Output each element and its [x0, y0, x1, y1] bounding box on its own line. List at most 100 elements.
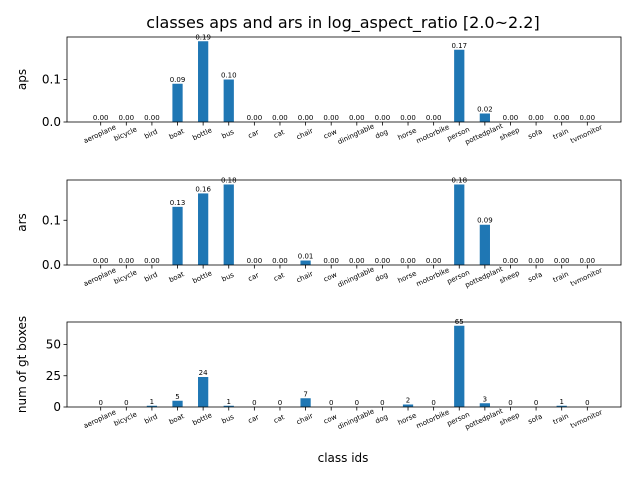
x-tick-label-chair: chair	[295, 270, 314, 285]
y-axis-label: aps	[15, 69, 29, 90]
y-tick-label: 0.1	[42, 213, 61, 227]
bar-train	[556, 405, 567, 407]
data-label-chair: 0.00	[298, 114, 314, 122]
x-axis-label: class ids	[318, 451, 369, 465]
data-label-cat: 0.00	[272, 257, 288, 265]
data-label-bird: 1	[150, 398, 154, 406]
bar-bus	[223, 405, 234, 407]
x-tick-label-sofa: sofa	[527, 270, 544, 283]
x-tick-label-bottle: bottle	[191, 269, 213, 285]
x-tick-label-car: car	[247, 413, 260, 425]
x-tick-label-boat: boat	[168, 412, 186, 426]
x-tick-label-bus: bus	[221, 128, 236, 141]
bar-person	[454, 184, 465, 265]
bar-boat	[172, 83, 183, 122]
bar-horse	[402, 404, 414, 407]
data-label-person: 0.18	[451, 176, 467, 184]
y-axis-label: num of gt boxes	[15, 316, 29, 413]
data-label-train: 0.00	[554, 257, 570, 265]
bar-pottedplant	[479, 113, 490, 122]
data-label-bicycle: 0.00	[119, 114, 135, 122]
x-tick-label-bottle: bottle	[191, 411, 213, 427]
data-label-sofa: 0.00	[528, 114, 544, 122]
data-label-horse: 2	[406, 397, 410, 405]
y-tick-label: 50	[46, 338, 61, 352]
data-label-bird: 0.00	[144, 257, 160, 265]
data-label-horse: 0.00	[400, 114, 416, 122]
data-label-dog: 0	[380, 399, 384, 407]
bar-pottedplant	[479, 403, 490, 407]
bar-bottle	[198, 41, 209, 122]
x-tick-label-bicycle: bicycle	[113, 125, 139, 143]
data-label-boat: 0.13	[170, 199, 186, 207]
x-tick-label-bird: bird	[143, 413, 159, 426]
x-tick-label-cat: cat	[273, 128, 286, 140]
x-tick-label-train: train	[552, 127, 570, 141]
bar-person	[454, 325, 465, 407]
data-label-sofa: 0.00	[528, 257, 544, 265]
x-tick-label-dog: dog	[374, 128, 389, 141]
x-tick-label-bus: bus	[221, 271, 236, 284]
data-label-pottedplant: 3	[483, 395, 487, 403]
data-label-bus: 1	[227, 398, 231, 406]
x-tick-label-dog: dog	[374, 271, 389, 284]
x-tick-label-motorbike: motorbike	[415, 266, 451, 288]
x-tick-label-chair: chair	[295, 127, 314, 142]
data-label-chair: 7	[303, 390, 307, 398]
y-tick-label: 0.0	[42, 258, 61, 272]
x-tick-label-bottle: bottle	[191, 126, 213, 142]
x-tick-label-train: train	[552, 412, 570, 426]
data-label-boat: 0.09	[170, 76, 186, 84]
x-tick-label-aeroplane: aeroplane	[82, 408, 117, 430]
data-label-train: 1	[559, 398, 563, 406]
x-tick-label-car: car	[247, 271, 260, 283]
x-tick-label-cat: cat	[273, 271, 286, 283]
bar-boat	[172, 400, 183, 407]
data-label-cow: 0.00	[323, 257, 339, 265]
x-tick-label-train: train	[552, 270, 570, 284]
bar-pottedplant	[479, 224, 490, 265]
data-label-aeroplane: 0	[98, 399, 102, 407]
x-tick-label-bird: bird	[143, 128, 159, 141]
bar-bus	[223, 79, 234, 122]
data-label-bicycle: 0	[124, 399, 128, 407]
data-label-pottedplant: 0.09	[477, 217, 493, 225]
x-tick-label-chair: chair	[295, 412, 314, 427]
bar-bird	[146, 405, 158, 407]
data-label-aeroplane: 0.00	[93, 257, 109, 265]
y-tick-label: 0.0	[42, 115, 61, 129]
data-label-pottedplant: 0.02	[477, 106, 493, 114]
axes-frame	[66, 179, 622, 266]
x-tick-label-horse: horse	[397, 411, 418, 427]
x-tick-label-tvmonitor: tvmonitor	[569, 123, 604, 145]
x-tick-label-bus: bus	[221, 413, 236, 426]
x-tick-label-boat: boat	[168, 127, 186, 141]
chart-title: classes aps and ars in log_aspect_ratio …	[146, 13, 539, 33]
x-tick-label-diningtable: diningtable	[336, 407, 375, 431]
data-label-car: 0	[252, 399, 256, 407]
data-label-cat: 0.00	[272, 114, 288, 122]
data-label-bus: 0.18	[221, 176, 237, 184]
x-tick-label-boat: boat	[168, 270, 186, 284]
data-label-sheep: 0.00	[503, 257, 519, 265]
data-label-diningtable: 0.00	[349, 114, 365, 122]
x-tick-label-bicycle: bicycle	[113, 410, 139, 428]
x-tick-label-bird: bird	[143, 271, 159, 284]
data-label-car: 0.00	[247, 257, 263, 265]
subplot-2: 0.00 0.00 0.000.130.160.180.00 0.000.010.00…	[15, 176, 622, 289]
bar-bottle	[198, 377, 209, 407]
data-label-cow: 0	[329, 399, 333, 407]
data-label-sheep: 0.00	[503, 114, 519, 122]
data-label-bottle: 24	[199, 369, 208, 377]
data-label-dog: 0.00	[375, 257, 391, 265]
x-tick-label-bicycle: bicycle	[113, 268, 139, 286]
data-label-horse: 0.00	[400, 257, 416, 265]
data-label-bus: 0.10	[221, 72, 237, 80]
data-label-motorbike: 0.00	[426, 114, 442, 122]
y-axis-label: ars	[15, 213, 29, 232]
x-tick-label-horse: horse	[397, 269, 418, 285]
data-label-sofa: 0	[534, 399, 538, 407]
x-tick-label-diningtable: diningtable	[336, 265, 375, 289]
bar-bottle	[198, 193, 209, 265]
